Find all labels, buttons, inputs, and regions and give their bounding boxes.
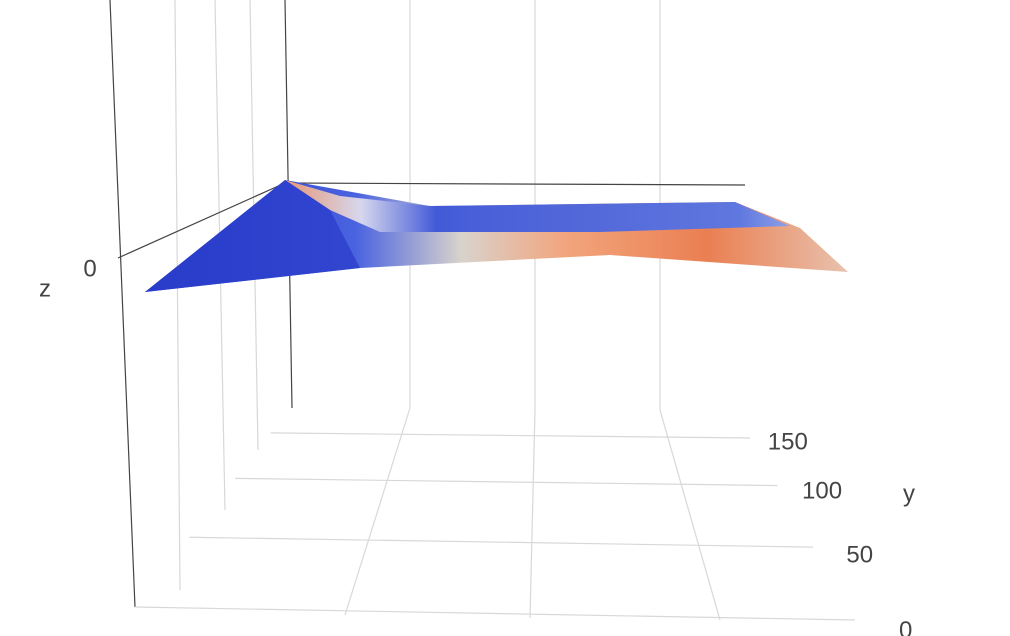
grid-line	[189, 536, 813, 548]
y-tick-label: 100	[802, 478, 842, 505]
scene-walls	[109, 0, 746, 621]
grid-line	[235, 477, 778, 487]
y-tick-label: 50	[846, 542, 873, 569]
grid-line	[270, 432, 751, 439]
z-tick-label: 0	[83, 255, 96, 282]
y-tick-label: 0	[899, 617, 912, 636]
y-axis-title: y	[903, 480, 915, 507]
y-tick-label: 150	[768, 428, 808, 455]
z-axis-title: z	[39, 275, 51, 302]
grid-line	[134, 606, 856, 621]
surface	[145, 180, 848, 292]
